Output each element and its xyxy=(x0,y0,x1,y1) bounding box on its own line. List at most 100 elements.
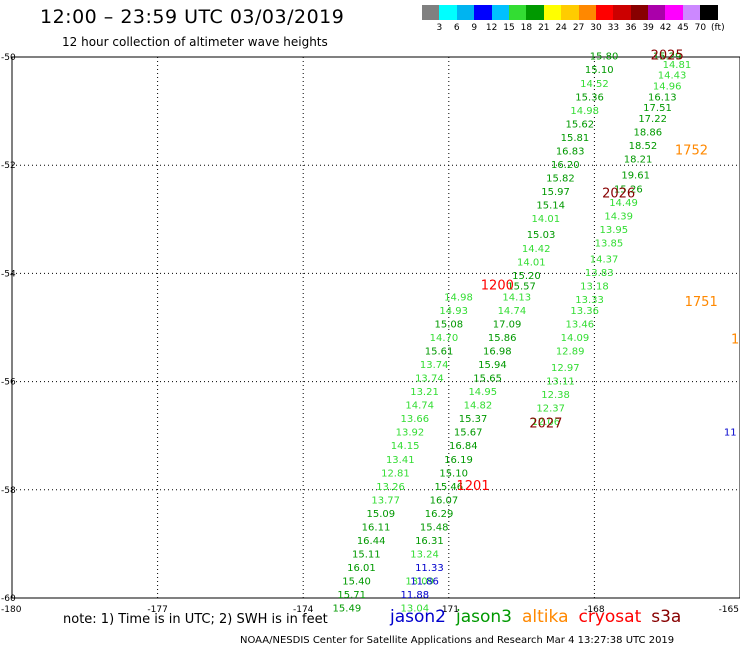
jason3-value: 13.41 xyxy=(386,455,415,466)
legend-swatch xyxy=(543,5,562,20)
map-title: 12:00 – 23:59 UTC 03/03/2019 xyxy=(40,6,345,28)
cryosat-value: 1200 xyxy=(481,279,514,294)
legend-label: 12 xyxy=(485,23,498,33)
legend-label: (ft) xyxy=(711,23,725,33)
lon-label: -180 xyxy=(1,605,22,615)
s3a-value: 2027 xyxy=(529,417,562,432)
jason3-value: 15.46 xyxy=(434,482,463,493)
map-subtitle: 12 hour collection of altimeter wave hei… xyxy=(62,35,328,49)
legend-swatch xyxy=(491,5,509,20)
jason3-value: 15.10 xyxy=(439,468,468,479)
legend-swatch xyxy=(456,5,475,20)
jason3-value: 14.49 xyxy=(609,198,638,209)
jason3-value: 18.52 xyxy=(629,141,658,152)
s3a-value: 2025 xyxy=(651,49,684,64)
jason3-value: 15.94 xyxy=(478,360,507,371)
jason3-value: 16.13 xyxy=(648,92,677,103)
lat-label: -60 xyxy=(1,594,16,604)
jason3-value: 14.52 xyxy=(580,79,609,90)
lat-label: -50 xyxy=(1,53,16,63)
jason3-value: 14.43 xyxy=(658,71,687,82)
lat-label: -52 xyxy=(1,161,16,171)
legend-label: 39 xyxy=(642,23,654,33)
jason3-value: 14.01 xyxy=(517,257,546,268)
lat-label: -54 xyxy=(1,269,16,279)
lat-label: -56 xyxy=(1,378,16,388)
legend-label: 27 xyxy=(572,23,585,33)
jason3-value: 16.83 xyxy=(556,146,585,157)
jason3-value: 16.84 xyxy=(449,441,478,452)
legend-swatch xyxy=(439,5,457,20)
lat-label: -58 xyxy=(1,486,16,496)
jason3-value: 13.26 xyxy=(376,482,405,493)
jason3-value: 15.57 xyxy=(507,282,536,293)
jason3-value: 16.29 xyxy=(425,509,454,520)
jason3-value: 13.83 xyxy=(585,268,614,279)
jason3-value: 13.66 xyxy=(401,414,430,425)
jason3-value: 15.11 xyxy=(352,549,381,560)
jason3-value: 16.31 xyxy=(415,536,444,547)
satellite-altika: altika xyxy=(522,607,569,627)
legend-swatch xyxy=(682,5,701,20)
jason3-value: 14.37 xyxy=(590,255,619,266)
jason3-value: 14.82 xyxy=(464,401,493,412)
jason3-value: 15.86 xyxy=(488,333,517,344)
legend-swatch xyxy=(422,5,440,20)
legend-swatch xyxy=(665,5,683,20)
jason3-value: 13.36 xyxy=(570,306,599,317)
units-note: note: 1) Time is in UTC; 2) SWH is in fe… xyxy=(63,612,328,627)
lon-label: -174 xyxy=(293,605,314,615)
jason3-value: 15.81 xyxy=(561,133,590,144)
jason3-value: 14.98 xyxy=(570,106,599,117)
jason3-value: 15.65 xyxy=(473,374,502,385)
jason3-value: 14.01 xyxy=(532,214,561,225)
jason3-value: 13.18 xyxy=(580,282,609,293)
altika-value: 1751 xyxy=(685,295,718,310)
legend-swatch xyxy=(613,5,631,20)
jason3-value: 13.92 xyxy=(396,428,425,439)
jason3-value: 12.89 xyxy=(556,347,585,358)
satellite-jason3: jason3 xyxy=(456,607,512,627)
jason3-value: 12.37 xyxy=(536,403,565,414)
legend-label: 9 xyxy=(471,23,478,33)
jason3-value: 15.14 xyxy=(536,200,565,211)
jason3-value: 19.61 xyxy=(621,171,650,182)
jason3-value: 15.80 xyxy=(590,52,619,63)
jason3-value: 16.07 xyxy=(430,495,459,506)
jason3-value: 16.98 xyxy=(483,347,512,358)
jason3-value: 15.71 xyxy=(337,590,366,601)
jason3-value: 15.08 xyxy=(434,320,463,331)
jason3-value: 17.51 xyxy=(643,103,672,114)
jason3-value: 12.81 xyxy=(381,468,410,479)
jason3-value: 16.44 xyxy=(357,536,386,547)
jason3-value: 14.13 xyxy=(502,292,531,303)
legend-swatch xyxy=(561,5,579,20)
legend-swatch xyxy=(700,5,718,20)
jason3-value: 14.96 xyxy=(653,81,682,92)
jason3-value: 12.97 xyxy=(551,363,580,374)
lon-label: -168 xyxy=(584,605,605,615)
altika-value: 1752 xyxy=(675,143,708,158)
jason2-value: 11.33 xyxy=(415,563,444,574)
satellite-s3a: s3a xyxy=(651,607,682,627)
legend-swatch xyxy=(630,5,649,20)
jason3-value: 13.33 xyxy=(575,295,604,306)
jason3-value: 12.06 xyxy=(532,417,561,428)
jason3-value: 14.39 xyxy=(604,211,633,222)
jason3-value: 15.48 xyxy=(420,522,449,533)
legend-label: 33 xyxy=(607,23,620,33)
map-grid xyxy=(11,56,740,599)
jason3-value: 15.09 xyxy=(367,509,396,520)
jason3-value: 14.74 xyxy=(498,306,527,317)
axis-labels: -50 -52 -54 -56 -58 -60-180 -177 -174 -171 -168 -1… xyxy=(1,53,739,615)
jason3-value: 17.22 xyxy=(638,114,667,125)
satellite-legend: jason2 jason3 altika cryosat s3a xyxy=(390,607,691,627)
jason3-value: 13.09 xyxy=(405,576,434,587)
jason3-value: 16.01 xyxy=(347,563,376,574)
jason3-value: 13.95 xyxy=(599,225,628,236)
legend-label: 6 xyxy=(453,23,460,33)
jason3-value: 14.81 xyxy=(663,60,692,71)
jason3-value: 15.10 xyxy=(585,65,614,76)
